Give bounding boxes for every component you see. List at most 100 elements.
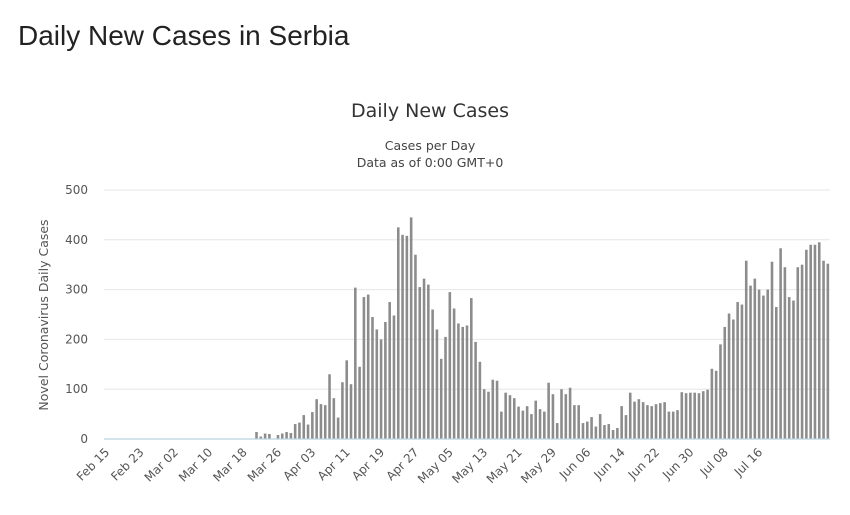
bar xyxy=(792,300,795,439)
bar xyxy=(354,287,357,439)
bar xyxy=(409,217,413,439)
bar xyxy=(452,308,456,439)
bar xyxy=(405,235,409,439)
bar xyxy=(813,244,817,439)
bar xyxy=(457,323,460,439)
bar xyxy=(392,315,396,439)
bar xyxy=(757,289,761,439)
bar xyxy=(371,316,374,439)
bar xyxy=(590,417,593,439)
bar xyxy=(607,424,611,439)
bar xyxy=(624,415,628,439)
bar xyxy=(616,428,619,439)
bar xyxy=(362,297,366,439)
bar xyxy=(521,410,525,439)
bar xyxy=(667,411,671,439)
bar xyxy=(547,382,550,439)
bar xyxy=(693,392,696,439)
bar xyxy=(336,417,340,439)
x-tick-label: Jul 16 xyxy=(731,445,765,479)
bar xyxy=(633,401,636,439)
bar xyxy=(762,295,765,439)
bar xyxy=(684,393,688,439)
bar xyxy=(671,411,675,439)
bar xyxy=(495,380,499,439)
bar xyxy=(555,423,559,439)
x-tick-label: Jun 30 xyxy=(659,445,696,482)
x-tick-label: May 05 xyxy=(415,445,456,486)
y-tick-label: 300 xyxy=(65,283,88,297)
bar xyxy=(280,433,284,439)
bar xyxy=(268,434,271,439)
y-tick-label: 200 xyxy=(65,332,88,346)
x-tick-label: Mar 02 xyxy=(142,445,181,484)
bar xyxy=(358,366,361,439)
x-tick-label: Mar 18 xyxy=(210,445,249,484)
bar xyxy=(328,374,331,439)
x-tick-label: May 29 xyxy=(518,445,559,486)
bar xyxy=(500,411,503,439)
bar xyxy=(302,415,306,439)
y-tick-label: 400 xyxy=(65,233,88,247)
bar xyxy=(775,307,778,439)
bar xyxy=(586,421,589,439)
x-tick-label: May 21 xyxy=(484,445,525,486)
bar xyxy=(543,411,546,439)
bar xyxy=(332,398,336,439)
bar xyxy=(710,368,714,439)
bar xyxy=(568,387,572,439)
bar xyxy=(306,424,310,439)
x-tick-label: Jun 14 xyxy=(590,445,627,482)
bar xyxy=(461,326,464,439)
bar xyxy=(311,412,314,439)
bar xyxy=(349,384,353,439)
bar xyxy=(530,414,533,439)
x-tick-label: Jun 22 xyxy=(625,445,662,482)
bar xyxy=(315,399,318,439)
y-tick-label: 0 xyxy=(80,432,88,446)
x-tick-label: Mar 26 xyxy=(245,445,284,484)
bar xyxy=(620,406,623,439)
bar xyxy=(538,409,542,439)
bar xyxy=(732,319,735,439)
bar xyxy=(727,313,731,439)
bar xyxy=(805,249,808,439)
bar xyxy=(285,432,288,439)
bar xyxy=(719,344,722,439)
bar xyxy=(259,436,263,439)
bar xyxy=(659,403,662,439)
bar xyxy=(401,234,404,439)
bar xyxy=(439,358,443,439)
bar xyxy=(766,289,769,439)
bar xyxy=(427,284,430,439)
bar xyxy=(341,382,344,439)
bar xyxy=(723,326,727,439)
x-tick-label: Jul 08 xyxy=(697,445,731,479)
bar xyxy=(779,248,782,439)
bar xyxy=(736,302,739,439)
bar xyxy=(744,260,748,439)
bar xyxy=(796,267,800,439)
bar xyxy=(379,339,383,439)
bar xyxy=(800,264,804,439)
bar xyxy=(817,242,821,439)
chart-title: Daily New Cases xyxy=(351,100,509,122)
bar xyxy=(293,424,297,439)
bar xyxy=(504,392,507,439)
bar xyxy=(581,423,585,439)
bar xyxy=(289,433,293,439)
bar xyxy=(714,370,718,439)
bar xyxy=(388,302,391,439)
x-tick-label: Apr 19 xyxy=(349,445,387,483)
bar xyxy=(384,321,387,439)
bar xyxy=(414,254,417,439)
bar xyxy=(787,297,791,439)
bar xyxy=(641,402,645,439)
x-tick-label: Apr 03 xyxy=(280,445,318,483)
bar xyxy=(508,395,512,439)
bar xyxy=(706,389,709,439)
bar xyxy=(474,341,477,439)
bar xyxy=(689,392,692,439)
bar xyxy=(448,292,452,439)
bar xyxy=(465,325,469,439)
